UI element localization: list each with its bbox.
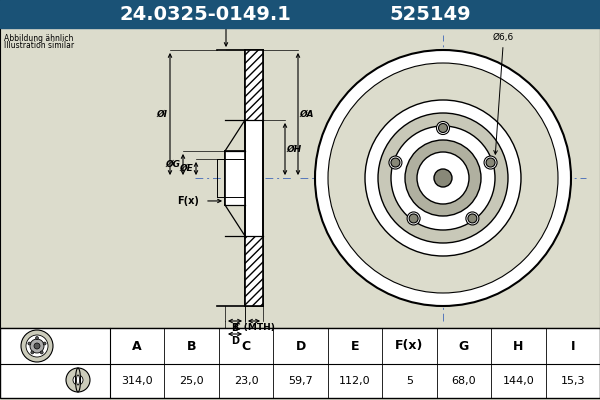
Text: B: B (232, 323, 239, 333)
Bar (0, 0, 600, 28)
Circle shape (28, 342, 31, 345)
Text: ØE: ØE (179, 164, 193, 173)
Text: Abbildung ähnlich: Abbildung ähnlich (4, 34, 73, 43)
Circle shape (409, 214, 418, 223)
Text: 144,0: 144,0 (502, 376, 534, 386)
Text: ØG: ØG (165, 160, 180, 169)
Bar (245, 50, 263, 306)
Bar (225, 151, 245, 205)
Text: D: D (295, 340, 305, 352)
Text: E: E (351, 340, 359, 352)
Text: F(x): F(x) (177, 196, 199, 206)
Bar (225, 151, 245, 205)
Ellipse shape (77, 375, 79, 385)
Text: 15,3: 15,3 (560, 376, 585, 386)
Text: D: D (231, 336, 239, 346)
Circle shape (389, 156, 402, 169)
Circle shape (73, 375, 83, 385)
Circle shape (391, 126, 495, 230)
Text: C (MTH): C (MTH) (233, 323, 274, 332)
Text: ØA: ØA (299, 110, 314, 118)
Circle shape (468, 214, 477, 223)
Text: ØI: ØI (156, 110, 167, 118)
Circle shape (391, 158, 400, 167)
Circle shape (365, 100, 521, 256)
Text: H: H (513, 340, 524, 352)
Circle shape (484, 156, 497, 169)
Circle shape (43, 342, 46, 345)
Circle shape (26, 335, 48, 357)
Text: B: B (187, 340, 196, 352)
Circle shape (35, 336, 38, 340)
Circle shape (439, 124, 448, 132)
Circle shape (34, 343, 40, 349)
Circle shape (66, 368, 90, 392)
Bar (245, 50, 263, 120)
Text: G: G (459, 340, 469, 352)
Bar (245, 236, 263, 306)
Text: C: C (242, 340, 251, 352)
Text: Illustration similar: Illustration similar (4, 41, 74, 50)
Circle shape (407, 212, 420, 225)
Circle shape (21, 330, 53, 362)
Text: 25,0: 25,0 (179, 376, 204, 386)
Circle shape (466, 212, 479, 225)
Text: 5: 5 (406, 376, 413, 386)
Text: A: A (133, 340, 142, 352)
Circle shape (30, 339, 44, 353)
Circle shape (378, 113, 508, 243)
Circle shape (486, 158, 495, 167)
Circle shape (405, 140, 481, 216)
Text: 24.0325-0149.1: 24.0325-0149.1 (119, 4, 291, 24)
Circle shape (315, 50, 571, 306)
Text: 23,0: 23,0 (234, 376, 259, 386)
Text: 314,0: 314,0 (121, 376, 153, 386)
Circle shape (328, 63, 558, 293)
Text: I: I (571, 340, 575, 352)
Text: 112,0: 112,0 (339, 376, 371, 386)
Text: 59,7: 59,7 (288, 376, 313, 386)
Text: Ø6,6: Ø6,6 (493, 33, 514, 154)
Bar (0, 328, 600, 398)
Circle shape (417, 152, 469, 204)
Ellipse shape (76, 368, 80, 392)
Text: 68,0: 68,0 (452, 376, 476, 386)
Bar (0, 0, 600, 328)
Text: F(x): F(x) (395, 340, 424, 352)
Text: ØH: ØH (286, 144, 301, 154)
Circle shape (40, 351, 43, 354)
Circle shape (434, 169, 452, 187)
Text: 525149: 525149 (389, 4, 471, 24)
Circle shape (31, 351, 34, 354)
Circle shape (437, 122, 449, 134)
